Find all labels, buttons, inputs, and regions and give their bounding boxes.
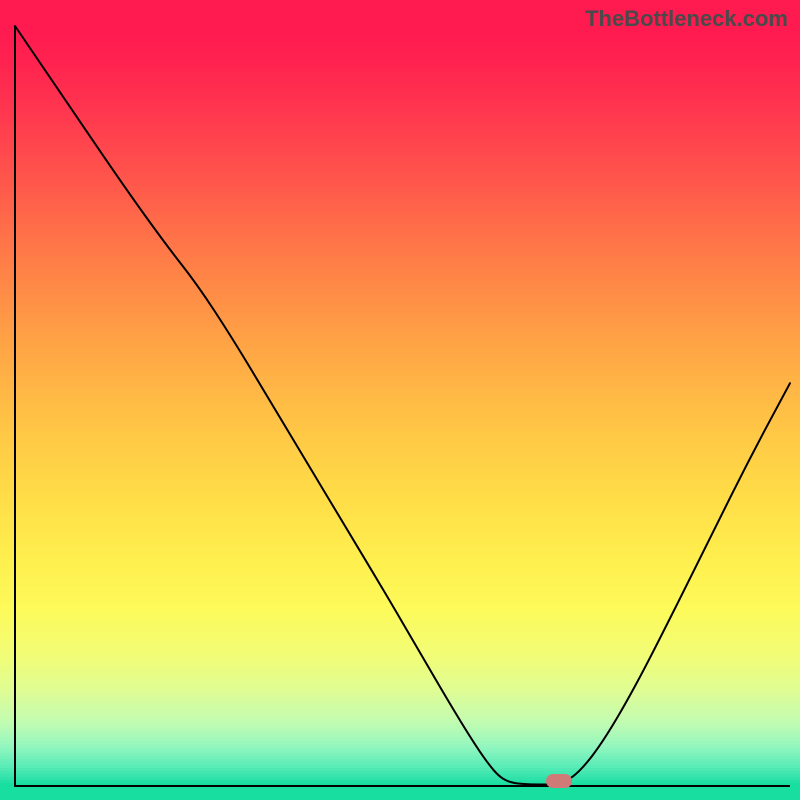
bottleneck-curve <box>0 0 800 800</box>
watermark-text: TheBottleneck.com <box>585 6 788 32</box>
curve-path <box>15 26 790 784</box>
bottleneck-chart: TheBottleneck.com <box>0 0 800 800</box>
optimal-point-marker <box>546 774 572 788</box>
